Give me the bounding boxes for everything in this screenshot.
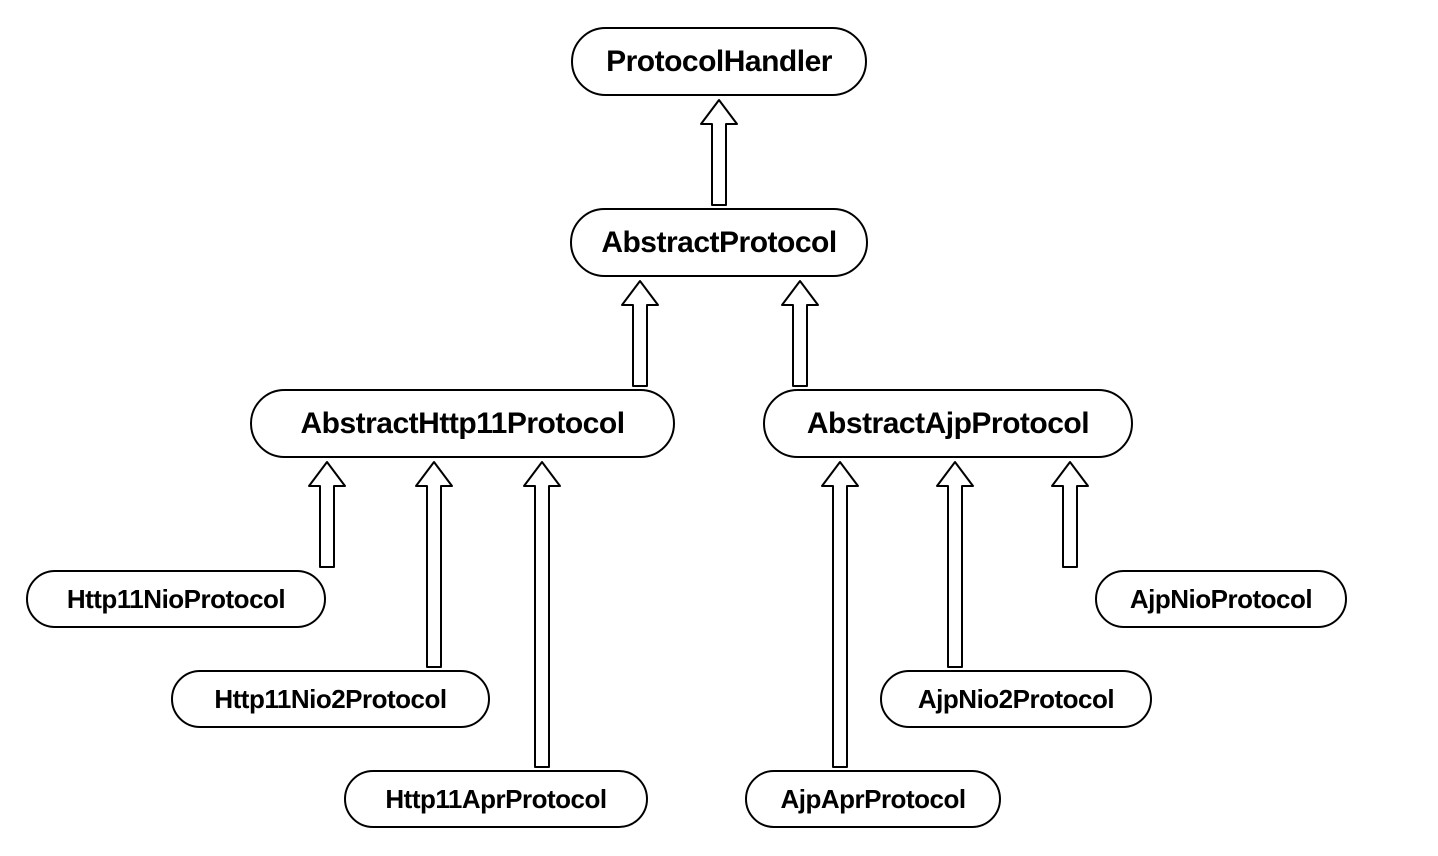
edge-http11-apr-protocol-to-abstract-http11-protocol xyxy=(524,462,560,767)
edge-ajp-nio2-protocol-to-abstract-ajp-protocol xyxy=(937,462,973,667)
node-label: Http11NioProtocol xyxy=(67,584,285,615)
node-label: AbstractProtocol xyxy=(601,226,836,260)
edge-http11-nio2-protocol-to-abstract-http11-protocol xyxy=(416,462,452,667)
node-http11-nio-protocol: Http11NioProtocol xyxy=(26,570,326,628)
node-protocol-handler: ProtocolHandler xyxy=(571,27,867,96)
node-label: AbstractHttp11Protocol xyxy=(300,407,624,441)
edge-ajp-apr-protocol-to-abstract-ajp-protocol xyxy=(822,462,858,767)
node-label: AjpAprProtocol xyxy=(780,784,965,815)
node-http11-apr-protocol: Http11AprProtocol xyxy=(344,770,648,828)
node-label: AjpNio2Protocol xyxy=(918,684,1114,715)
node-ajp-apr-protocol: AjpAprProtocol xyxy=(745,770,1001,828)
node-http11-nio2-protocol: Http11Nio2Protocol xyxy=(171,670,490,728)
edge-abstract-http11-protocol-to-abstract-protocol xyxy=(622,281,658,386)
edge-abstract-protocol-to-protocol-handler xyxy=(701,100,737,205)
edge-ajp-nio-protocol-to-abstract-ajp-protocol xyxy=(1052,462,1088,567)
node-ajp-nio-protocol: AjpNioProtocol xyxy=(1095,570,1347,628)
node-label: AbstractAjpProtocol xyxy=(807,407,1089,441)
diagram-canvas: ProtocolHandler AbstractProtocol AbstractH… xyxy=(0,0,1438,856)
node-label: Http11AprProtocol xyxy=(385,784,606,815)
edge-abstract-ajp-protocol-to-abstract-protocol xyxy=(782,281,818,386)
node-abstract-ajp-protocol: AbstractAjpProtocol xyxy=(763,389,1133,458)
node-label: ProtocolHandler xyxy=(606,45,832,79)
node-ajp-nio2-protocol: AjpNio2Protocol xyxy=(880,670,1152,728)
node-label: Http11Nio2Protocol xyxy=(214,684,446,715)
node-label: AjpNioProtocol xyxy=(1130,584,1312,615)
node-abstract-http11-protocol: AbstractHttp11Protocol xyxy=(250,389,675,458)
edge-http11-nio-protocol-to-abstract-http11-protocol xyxy=(309,462,345,567)
node-abstract-protocol: AbstractProtocol xyxy=(570,208,868,277)
